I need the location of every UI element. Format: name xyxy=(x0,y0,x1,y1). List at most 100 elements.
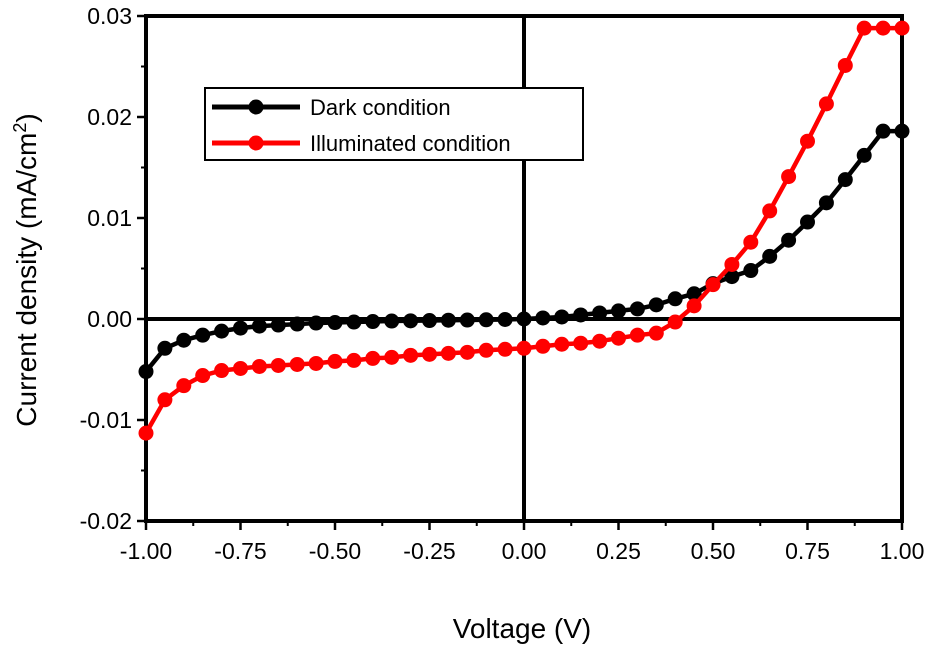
data-point-illuminated xyxy=(365,350,381,366)
data-point-dark xyxy=(611,303,626,319)
data-point-illuminated xyxy=(554,336,570,352)
series-group xyxy=(138,20,910,441)
data-point-dark xyxy=(724,269,740,285)
data-point-dark xyxy=(214,323,230,339)
data-point-dark xyxy=(478,312,494,328)
data-point-illuminated xyxy=(157,392,173,408)
x-tick-label: 0.75 xyxy=(785,538,830,564)
data-point-illuminated xyxy=(648,325,664,341)
data-point-dark xyxy=(535,310,551,326)
data-point-illuminated xyxy=(308,355,324,371)
data-point-illuminated xyxy=(781,169,797,185)
data-point-dark xyxy=(762,248,778,264)
data-point-dark xyxy=(233,320,248,336)
data-point-illuminated xyxy=(403,347,419,363)
data-point-dark xyxy=(573,307,589,323)
legend-label-dark: Dark condition xyxy=(310,95,451,120)
x-tick-label: 0.50 xyxy=(691,538,736,564)
legend-label-illuminated: Illuminated condition xyxy=(310,131,511,156)
data-point-dark xyxy=(800,214,815,230)
data-point-dark xyxy=(837,172,853,188)
data-point-illuminated xyxy=(535,338,551,354)
data-point-dark xyxy=(894,123,910,139)
data-point-illuminated xyxy=(497,341,513,357)
data-point-dark xyxy=(308,315,324,331)
data-point-dark xyxy=(743,263,759,279)
legend-box xyxy=(204,87,584,161)
data-point-illuminated xyxy=(270,357,286,373)
data-point-illuminated xyxy=(875,20,891,36)
data-point-dark xyxy=(686,286,702,302)
x-tick-label: -0.25 xyxy=(403,538,455,564)
data-point-illuminated xyxy=(894,20,910,36)
data-point-illuminated xyxy=(422,346,437,362)
data-point-dark xyxy=(403,313,419,329)
x-tick-label: -1.00 xyxy=(120,538,172,564)
data-point-dark xyxy=(440,312,456,328)
x-tick-label: -0.75 xyxy=(214,538,266,564)
x-tick-label: 0.00 xyxy=(502,538,547,564)
data-point-illuminated xyxy=(214,363,230,379)
data-point-dark xyxy=(818,195,834,211)
data-point-dark xyxy=(667,291,683,307)
data-point-illuminated xyxy=(176,378,192,394)
data-point-illuminated xyxy=(762,203,778,219)
data-point-dark xyxy=(195,327,211,343)
data-point-dark xyxy=(422,313,437,329)
x-tick-label: 1.00 xyxy=(880,538,925,564)
data-point-illuminated xyxy=(667,314,683,330)
data-point-illuminated xyxy=(138,425,154,441)
data-point-illuminated xyxy=(724,256,740,272)
data-point-dark xyxy=(648,297,664,313)
y-tick-label: -0.02 xyxy=(80,508,132,534)
data-point-illuminated xyxy=(629,327,645,343)
data-point-illuminated xyxy=(440,345,456,361)
data-point-dark xyxy=(365,314,381,330)
data-point-dark xyxy=(251,318,267,334)
data-point-dark xyxy=(327,315,343,331)
data-point-illuminated xyxy=(384,349,400,365)
data-point-dark xyxy=(270,317,286,333)
y-tick-label: 0.01 xyxy=(87,205,132,231)
data-point-illuminated xyxy=(289,356,305,372)
data-point-dark xyxy=(289,316,305,332)
data-point-dark xyxy=(384,313,400,329)
y-axis-title-close: ) xyxy=(11,113,42,122)
data-point-illuminated xyxy=(195,368,211,384)
data-point-illuminated xyxy=(611,330,626,346)
data-point-dark xyxy=(856,147,872,163)
data-point-illuminated xyxy=(800,133,815,149)
data-point-dark xyxy=(554,309,570,325)
data-point-dark xyxy=(497,312,513,328)
data-point-illuminated xyxy=(743,234,759,250)
data-point-illuminated xyxy=(346,352,362,368)
data-point-dark xyxy=(157,340,173,356)
data-point-illuminated xyxy=(251,358,267,374)
legend: Dark condition Illuminated condition xyxy=(204,87,584,161)
data-point-dark xyxy=(875,123,891,139)
legend-marker-illuminated xyxy=(248,135,264,151)
data-point-dark xyxy=(176,332,192,348)
y-axis-title-superscript: 2 xyxy=(10,123,30,133)
data-point-dark xyxy=(516,311,532,327)
data-point-illuminated xyxy=(856,20,872,36)
tick-labels: -1.00 -0.75 -0.50 -0.25 0.00 0.25 0.50 0.75 1.00… xyxy=(80,3,925,564)
data-point-dark xyxy=(781,232,797,248)
y-tick-label: 0.03 xyxy=(87,3,132,29)
data-point-illuminated xyxy=(327,353,343,369)
y-axis-title: Current density (mA/cm2) xyxy=(10,113,42,426)
x-axis-title: Voltage (V) xyxy=(453,613,592,644)
y-tick-label: 0.02 xyxy=(87,104,132,130)
data-point-illuminated xyxy=(233,360,248,376)
data-point-dark xyxy=(138,364,154,380)
data-point-illuminated xyxy=(837,57,853,73)
data-point-dark xyxy=(629,301,645,317)
data-point-illuminated xyxy=(516,340,532,356)
x-tick-label: 0.25 xyxy=(596,538,641,564)
data-point-illuminated xyxy=(705,277,721,293)
data-point-illuminated xyxy=(573,335,589,351)
data-point-dark xyxy=(592,305,608,321)
x-tick-label: -0.50 xyxy=(309,538,361,564)
y-tick-label: -0.01 xyxy=(80,407,132,433)
